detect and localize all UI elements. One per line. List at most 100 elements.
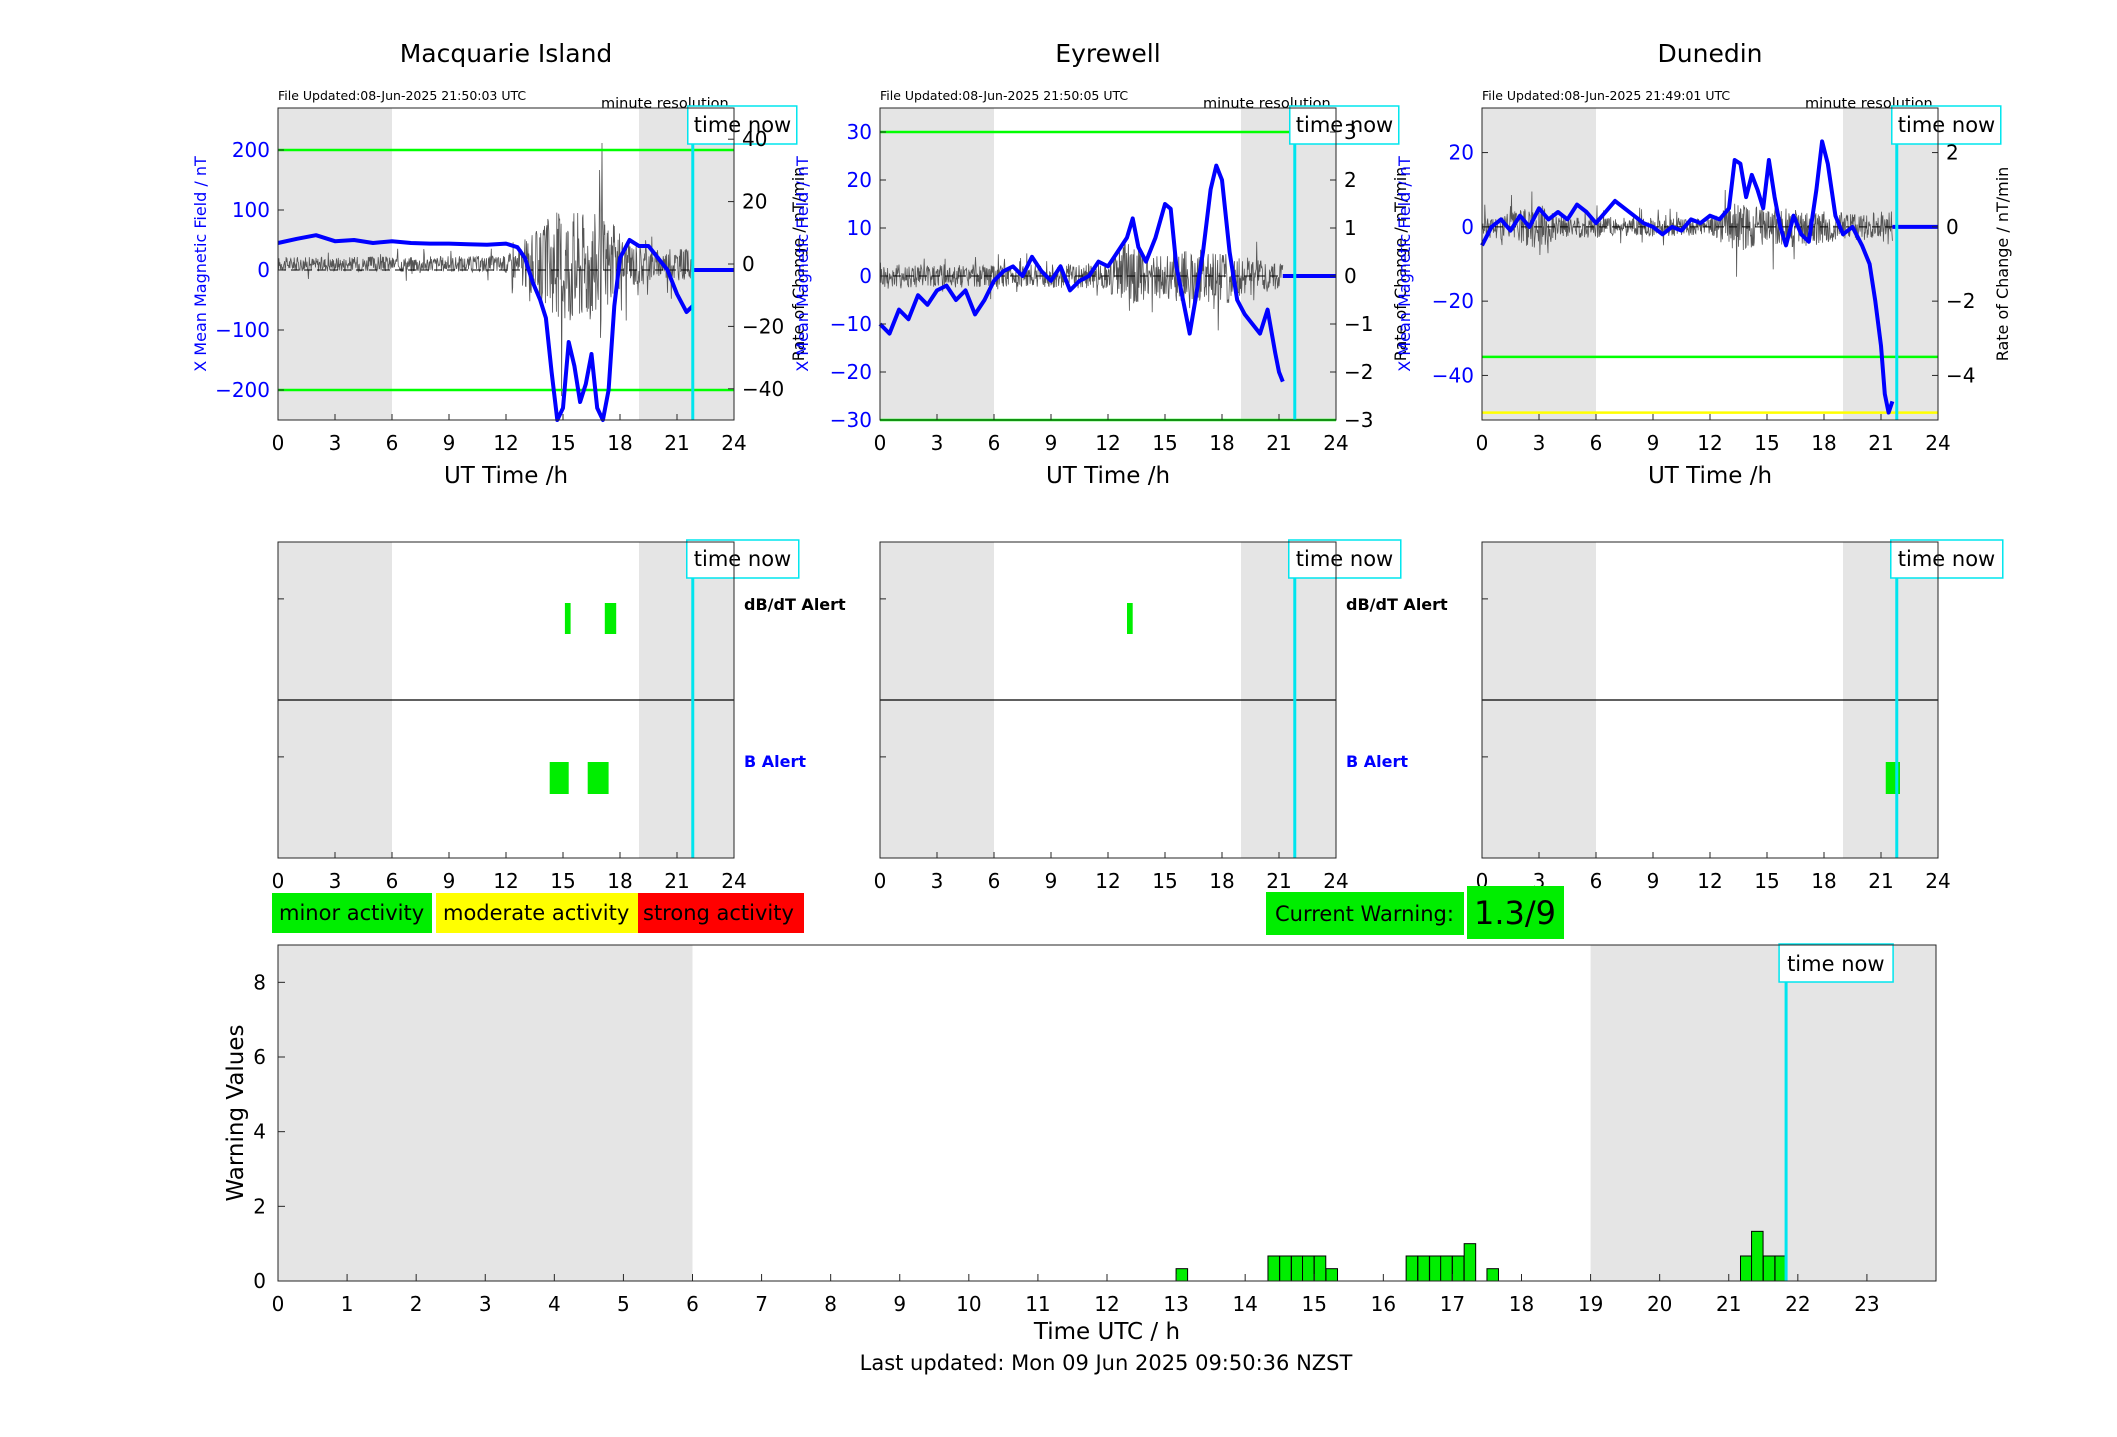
right-y-tick-label: 3 xyxy=(1344,120,1357,144)
time-now-box xyxy=(1289,105,1400,145)
alert-time-now-box xyxy=(1890,539,2004,579)
alert-x-tick-label: 9 xyxy=(1647,869,1660,893)
warning-x-tick-label: 14 xyxy=(1232,1292,1257,1316)
x-tick-label: 9 xyxy=(1045,431,1058,455)
warning-x-tick-label: 18 xyxy=(1509,1292,1534,1316)
alert-panel-0: time now 0 3 6 9 12 15 18 21 24 dB/dT Alert B Alert xyxy=(272,539,846,893)
warning-bar xyxy=(1405,1255,1419,1282)
x-tick-label: 9 xyxy=(443,431,456,455)
right-y-axis-label: Rate of Change / nT/min xyxy=(1391,167,1410,362)
time-now-box xyxy=(1891,105,2002,145)
night-shade xyxy=(880,108,994,420)
left-y-tick-label: −10 xyxy=(830,312,872,336)
warning-bar xyxy=(1302,1255,1315,1282)
alert-x-tick-label: 18 xyxy=(1209,869,1234,893)
x-tick-label: 15 xyxy=(1754,431,1779,455)
alert-x-tick-label: 24 xyxy=(1925,869,1950,893)
warning-x-tick-label: 15 xyxy=(1302,1292,1327,1316)
alert-x-tick-label: 12 xyxy=(1095,869,1120,893)
legend-strong-swatch xyxy=(638,893,804,933)
current-warning-label-box xyxy=(1266,892,1464,935)
warning-x-tick-label: 16 xyxy=(1371,1292,1396,1316)
alert-x-tick-label: 15 xyxy=(1152,869,1177,893)
warning-x-tick-label: 0 xyxy=(272,1292,285,1316)
time-now-label: time now xyxy=(1898,113,1995,137)
x-tick-label: 21 xyxy=(1868,431,1893,455)
warning-night-shade xyxy=(278,945,693,1281)
left-y-tick-label: −20 xyxy=(1432,289,1474,313)
station-alert-panels: time now 0 3 6 9 12 15 18 21 24 dB/dT Alert B Alert… xyxy=(272,539,2004,893)
x-tick-label: 21 xyxy=(664,431,689,455)
x-tick-label: 0 xyxy=(874,431,887,455)
file-updated-text: File Updated:08-Jun-2025 21:49:01 UTC xyxy=(1482,88,1730,103)
alert-x-tick-label: 18 xyxy=(1811,869,1836,893)
x-tick-label: 9 xyxy=(1647,431,1660,455)
warning-x-tick-label: 7 xyxy=(755,1292,768,1316)
alert-x-tick-label: 12 xyxy=(493,869,518,893)
warning-x-tick-label: 1 xyxy=(341,1292,354,1316)
warning-x-tick-label: 10 xyxy=(956,1292,981,1316)
alert-x-tick-label: 9 xyxy=(443,869,456,893)
warning-bar xyxy=(1279,1255,1292,1282)
b-alert-label: B Alert xyxy=(744,752,806,771)
station-panel-0: Macquarie Island File Updated:08-Jun-2025… xyxy=(191,39,808,489)
alert-x-tick-label: 21 xyxy=(1266,869,1291,893)
b-alert-bar xyxy=(549,762,569,794)
x-tick-label: 3 xyxy=(329,431,342,455)
alert-x-tick-label: 12 xyxy=(1697,869,1722,893)
station-title: Dunedin xyxy=(1658,39,1763,68)
warning-bar xyxy=(1762,1255,1776,1282)
file-updated-text: File Updated:08-Jun-2025 21:50:05 UTC xyxy=(880,88,1128,103)
alert-x-tick-label: 6 xyxy=(386,869,399,893)
current-warning-label: Current Warning: xyxy=(1275,902,1454,926)
right-y-tick-label: −3 xyxy=(1344,408,1373,432)
alert-x-tick-label: 18 xyxy=(607,869,632,893)
warning-bar xyxy=(1463,1243,1477,1282)
time-now-box xyxy=(687,105,798,145)
x-tick-label: 24 xyxy=(1323,431,1348,455)
alert-x-tick-label: 24 xyxy=(1323,869,1348,893)
warning-x-tick-label: 8 xyxy=(824,1292,837,1316)
station-title: Macquarie Island xyxy=(400,39,613,68)
night-shade xyxy=(1843,108,1938,420)
right-y-tick-label: −20 xyxy=(742,314,784,338)
x-tick-label: 15 xyxy=(1152,431,1177,455)
warning-x-tick-label: 23 xyxy=(1854,1292,1879,1316)
warning-bar xyxy=(1451,1255,1465,1282)
legend-moderate-swatch xyxy=(436,893,638,933)
left-y-tick-label: 0 xyxy=(257,258,270,282)
warning-x-tick-label: 22 xyxy=(1785,1292,1810,1316)
x-axis-label: UT Time /h xyxy=(1046,463,1170,489)
left-y-tick-label: −20 xyxy=(830,360,872,384)
x-tick-label: 3 xyxy=(1533,431,1546,455)
warning-bar xyxy=(1267,1255,1280,1282)
x-tick-label: 0 xyxy=(1476,431,1489,455)
warning-y-tick-label: 8 xyxy=(253,970,266,994)
station-field-plots: Macquarie Island File Updated:08-Jun-2025… xyxy=(191,39,2012,489)
legend-minor-label: minor activity xyxy=(279,901,424,925)
file-updated-text: File Updated:08-Jun-2025 21:50:03 UTC xyxy=(278,88,526,103)
warning-x-tick-label: 17 xyxy=(1440,1292,1465,1316)
x-tick-label: 12 xyxy=(1697,431,1722,455)
right-y-tick-label: −2 xyxy=(1344,360,1373,384)
left-y-tick-label: 0 xyxy=(1461,215,1474,239)
time-now-label: time now xyxy=(694,113,791,137)
right-y-tick-label: 2 xyxy=(1344,168,1357,192)
warning-x-tick-label: 5 xyxy=(617,1292,630,1316)
right-y-tick-label: −1 xyxy=(1344,312,1373,336)
warning-bar xyxy=(1313,1255,1327,1282)
alert-x-tick-label: 6 xyxy=(988,869,1001,893)
warning-x-tick-label: 3 xyxy=(479,1292,492,1316)
mean-field-line xyxy=(878,163,1285,383)
legend-moderate-label: moderate activity xyxy=(443,901,629,925)
left-y-axis-label: X Mean Magnetic Field / nT xyxy=(191,156,210,372)
last-updated-footer: Last updated: Mon 09 Jun 2025 09:50:36 N… xyxy=(860,1351,1353,1375)
warning-bar xyxy=(1429,1255,1442,1282)
warning-bar xyxy=(1739,1255,1753,1282)
x-tick-label: 18 xyxy=(1811,431,1836,455)
legend-minor-swatch xyxy=(272,893,432,933)
alert-x-tick-label: 3 xyxy=(329,869,342,893)
right-y-tick-label: 40 xyxy=(742,127,767,151)
alert-x-tick-label: 15 xyxy=(550,869,575,893)
alert-time-now-label: time now xyxy=(1898,547,1995,571)
